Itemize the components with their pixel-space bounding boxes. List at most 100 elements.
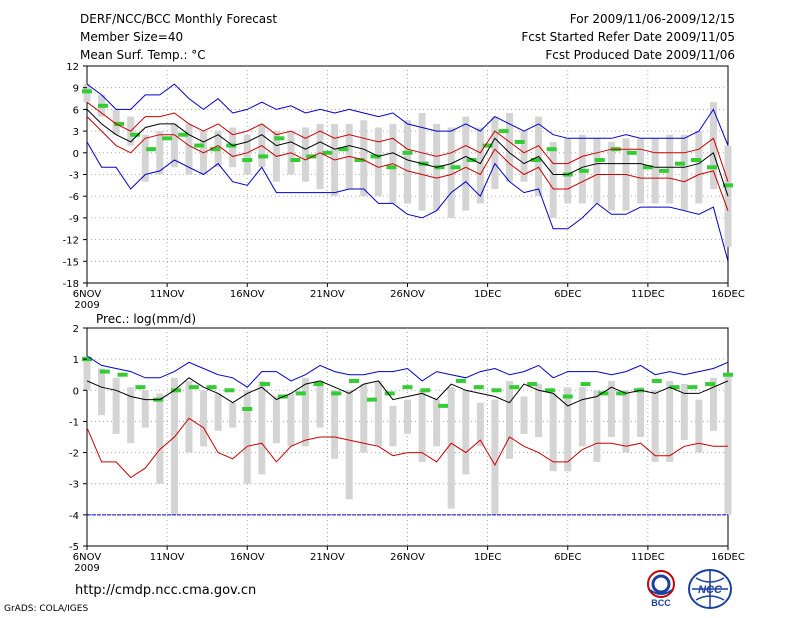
obs-marker <box>306 154 317 159</box>
obs-marker <box>242 406 253 411</box>
ensemble-box <box>651 138 659 204</box>
x-tick-label: 21NOV <box>310 289 345 300</box>
obs-marker <box>466 158 477 163</box>
x-tick-label: 26NOV <box>390 552 425 563</box>
obs-marker <box>386 165 397 170</box>
fcst-started: Fcst Started Refer Date 2009/11/05 <box>521 30 735 44</box>
obs-marker <box>455 378 466 383</box>
y-tick-label: 0 <box>73 149 79 160</box>
ensemble-box <box>141 134 149 182</box>
x-tick-label: 21NOV <box>310 552 345 563</box>
obs-marker <box>580 382 591 387</box>
ensemble-box <box>243 134 251 175</box>
y-tick-label: 1 <box>73 355 79 366</box>
obs-marker <box>274 136 285 141</box>
ensemble-box <box>724 145 732 247</box>
x-tick-label: 6DEC <box>554 552 581 563</box>
obs-marker <box>224 388 235 393</box>
obs-marker <box>295 391 306 396</box>
chart-title: DERF/NCC/BCC Monthly Forecast <box>80 12 278 26</box>
precip-title: Prec.: log(mm/d) <box>96 312 196 326</box>
obs-marker <box>206 385 217 390</box>
ensemble-box <box>476 127 484 204</box>
obs-marker <box>706 165 717 170</box>
x-tick-label: 16DEC <box>711 289 745 300</box>
obs-marker <box>313 382 324 387</box>
obs-marker <box>226 143 237 148</box>
ensemble-box <box>418 390 426 462</box>
ensemble-box <box>127 387 135 444</box>
obs-marker <box>438 403 449 408</box>
ensemble-box <box>651 390 659 462</box>
ensemble-box <box>316 123 324 189</box>
ensemble-box <box>243 390 251 484</box>
obs-marker <box>491 388 502 393</box>
forecast-period: For 2009/11/06-2009/12/15 <box>569 12 735 26</box>
x-tick-label: 16NOV <box>230 289 265 300</box>
y-tick-label: -1 <box>69 417 79 428</box>
ensemble-box <box>593 390 601 462</box>
ensemble-box <box>505 113 513 182</box>
ensemble-box <box>258 380 266 475</box>
source-url[interactable]: http://cmdp.ncc.cma.gov.cn <box>75 583 257 598</box>
obs-marker <box>514 139 525 144</box>
y-tick-label: 6 <box>73 105 79 116</box>
ensemble-box <box>302 127 310 182</box>
y-tick-label: -4 <box>69 511 79 522</box>
ensemble-box <box>156 393 164 484</box>
ensemble-box <box>607 141 615 211</box>
obs-marker <box>242 158 253 163</box>
obs-marker <box>178 132 189 137</box>
obs-marker <box>498 129 509 134</box>
obs-marker <box>402 150 413 155</box>
member-size: Member Size=40 <box>80 30 184 44</box>
series-mean <box>86 109 729 197</box>
obs-marker <box>651 378 662 383</box>
ensemble-box <box>462 116 470 211</box>
obs-marker <box>354 158 365 163</box>
ensemble-box <box>229 402 237 428</box>
ensemble-box <box>695 131 703 204</box>
y-tick-label: -12 <box>63 236 79 247</box>
obs-marker <box>420 388 431 393</box>
obs-marker <box>194 143 205 148</box>
obs-marker <box>171 388 182 393</box>
obs-marker <box>260 382 271 387</box>
ensemble-box <box>637 387 645 437</box>
obs-marker <box>130 132 141 137</box>
obs-marker <box>188 385 199 390</box>
y-tick-label: -9 <box>69 214 79 225</box>
x-year-label: 2009 <box>74 300 99 311</box>
x-tick-label: 26NOV <box>390 289 425 300</box>
ensemble-box <box>578 387 586 447</box>
ncc-logo: NCC <box>688 569 732 609</box>
y-tick-label: -2 <box>69 449 79 460</box>
x-tick-label: 1DEC <box>474 289 501 300</box>
ensemble-box <box>564 138 572 204</box>
series-mean <box>86 377 729 407</box>
obs-marker <box>210 147 221 152</box>
obs-marker <box>658 168 669 173</box>
ensemble-box <box>549 393 557 472</box>
ensemble-box <box>520 131 528 182</box>
obs-marker <box>509 385 520 390</box>
ensemble-box <box>622 390 630 453</box>
obs-marker <box>384 391 395 396</box>
ensemble-box <box>505 380 513 459</box>
ensemble-box <box>666 134 674 204</box>
obs-marker <box>544 388 555 393</box>
ensemble-box <box>331 390 339 459</box>
variable-label: Mean Surf. Temp.: °C <box>80 48 206 62</box>
grads-credit: GrADS: COLA/IGES <box>4 604 89 614</box>
obs-marker <box>723 372 733 377</box>
ensemble-box <box>374 380 382 447</box>
x-tick-label: 16NOV <box>230 552 265 563</box>
ensemble-box <box>156 131 164 175</box>
ensemble-box <box>593 138 601 204</box>
y-tick-label: -3 <box>69 171 79 182</box>
x-tick-label: 11NOV <box>150 289 185 300</box>
ensemble-box <box>607 380 615 437</box>
obs-marker <box>114 121 125 126</box>
bcc-logo: BCC <box>647 570 675 608</box>
obs-marker <box>434 165 445 170</box>
